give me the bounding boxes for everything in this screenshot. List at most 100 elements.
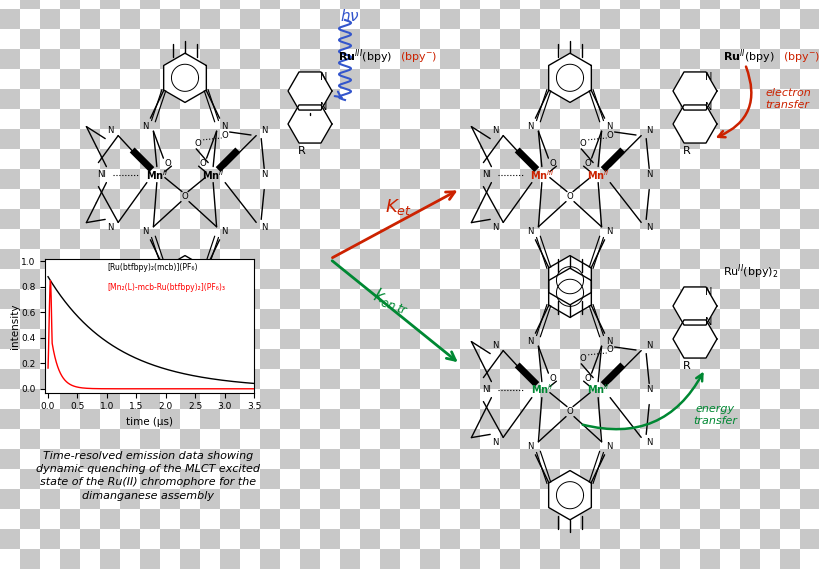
Bar: [60, 409, 80, 429]
Bar: [279, 249, 300, 269]
Bar: [799, 29, 819, 49]
Bar: [379, 149, 400, 169]
Bar: [739, 229, 759, 249]
Bar: [240, 29, 260, 49]
Bar: [100, 9, 120, 29]
Bar: [20, 509, 40, 529]
Bar: [120, 309, 140, 329]
Bar: [140, 209, 160, 229]
Bar: [659, 309, 679, 329]
Bar: [459, 549, 479, 569]
Bar: [379, 289, 400, 309]
Bar: [319, 449, 340, 469]
Bar: [679, 409, 699, 429]
Text: $k_{en\,tr}$: $k_{en\,tr}$: [369, 284, 413, 318]
Bar: [679, 389, 699, 409]
Bar: [200, 409, 219, 429]
Bar: [759, 69, 779, 89]
Bar: [799, 69, 819, 89]
Bar: [120, 29, 140, 49]
Bar: [679, 369, 699, 389]
Bar: [240, 309, 260, 329]
Bar: [379, 109, 400, 129]
Bar: [779, 529, 799, 549]
Bar: [639, 329, 659, 349]
Bar: [20, 469, 40, 489]
Bar: [699, 89, 719, 109]
Bar: [479, 369, 500, 389]
Bar: [160, 209, 180, 229]
Bar: [100, 29, 120, 49]
Bar: [319, 469, 340, 489]
Bar: [400, 209, 419, 229]
Bar: [659, 269, 679, 289]
Text: N: N: [645, 170, 652, 179]
Bar: [619, 29, 639, 49]
Bar: [500, 109, 519, 129]
Polygon shape: [672, 72, 716, 110]
Bar: [619, 389, 639, 409]
Bar: [659, 469, 679, 489]
Bar: [519, 209, 540, 229]
Bar: [459, 169, 479, 189]
Bar: [300, 29, 319, 49]
Bar: [419, 529, 440, 549]
Bar: [699, 429, 719, 449]
Bar: [379, 389, 400, 409]
Bar: [240, 489, 260, 509]
Text: NI: NI: [482, 385, 491, 394]
Bar: [600, 149, 619, 169]
Bar: [679, 249, 699, 269]
Bar: [279, 109, 300, 129]
Bar: [739, 449, 759, 469]
Bar: [459, 409, 479, 429]
Bar: [659, 89, 679, 109]
Bar: [20, 289, 40, 309]
Bar: [20, 49, 40, 69]
Bar: [559, 549, 579, 569]
Bar: [659, 29, 679, 49]
Bar: [619, 469, 639, 489]
Bar: [279, 169, 300, 189]
Bar: [479, 489, 500, 509]
Bar: [679, 9, 699, 29]
Bar: [20, 189, 40, 209]
Bar: [479, 129, 500, 149]
Bar: [379, 329, 400, 349]
Bar: [459, 69, 479, 89]
Bar: [779, 429, 799, 449]
Bar: [559, 149, 579, 169]
Text: N: N: [527, 442, 533, 451]
Bar: [619, 89, 639, 109]
Text: O: O: [579, 354, 586, 363]
Bar: [160, 69, 180, 89]
Bar: [60, 0, 80, 9]
Bar: [200, 169, 219, 189]
Bar: [699, 49, 719, 69]
Bar: [0, 369, 20, 389]
Bar: [759, 489, 779, 509]
Text: Mn$^{II}$: Mn$^{II}$: [145, 168, 168, 182]
Bar: [219, 69, 240, 89]
Bar: [719, 469, 739, 489]
Bar: [340, 209, 360, 229]
Bar: [679, 509, 699, 529]
Bar: [120, 529, 140, 549]
Bar: [200, 229, 219, 249]
Bar: [140, 69, 160, 89]
Bar: [719, 129, 739, 149]
Bar: [619, 9, 639, 29]
Bar: [779, 509, 799, 529]
Bar: [579, 189, 600, 209]
Bar: [260, 129, 279, 149]
Bar: [479, 429, 500, 449]
Bar: [659, 449, 679, 469]
Bar: [80, 409, 100, 429]
Bar: [540, 389, 559, 409]
Bar: [639, 0, 659, 9]
Bar: [540, 109, 559, 129]
Bar: [60, 289, 80, 309]
Bar: [699, 409, 719, 429]
Bar: [419, 149, 440, 169]
Bar: [779, 89, 799, 109]
